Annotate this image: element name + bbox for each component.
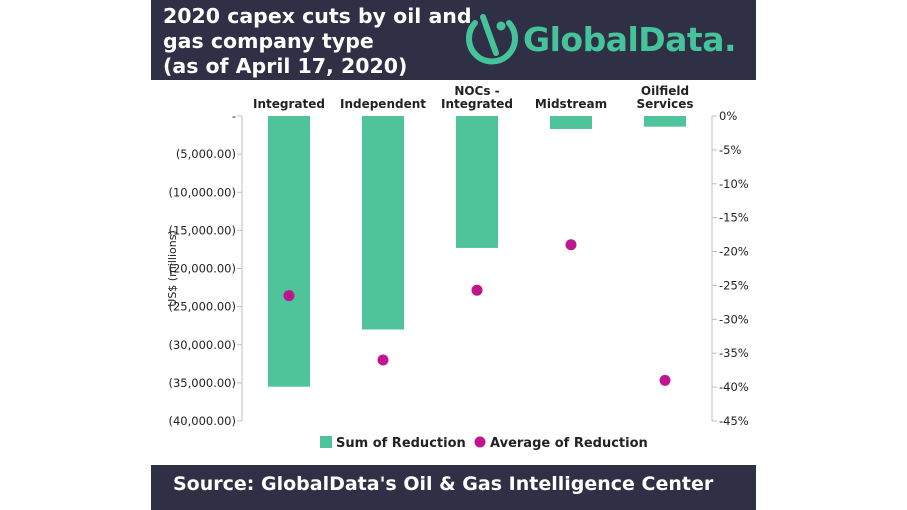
y-tick-label-right: -10% <box>719 177 749 191</box>
footer-banner: Source: GlobalData's Oil & Gas Intellige… <box>151 465 756 510</box>
y-tick-label-right: -15% <box>719 211 749 225</box>
y-tick-label-left: (15,000.00) <box>168 223 236 237</box>
point-average-of-reduction <box>471 284 483 296</box>
chart-title: 2020 capex cuts by oil and gas company t… <box>163 4 472 79</box>
category-label: Independent <box>340 97 426 111</box>
y-tick-label-right: -25% <box>719 278 749 292</box>
y-tick-label-left: (30,000.00) <box>168 338 236 352</box>
source-text: Source: GlobalData's Oil & Gas Intellige… <box>173 473 714 495</box>
chart-svg: - (5,000.00) (10,000.00) (15,000.00) (20,000… <box>166 84 749 451</box>
bar-sum-of-reduction <box>362 116 404 330</box>
y-tick-label-right: -40% <box>719 380 749 394</box>
bar-sum-of-reduction <box>550 116 592 129</box>
globaldata-logo-text: GlobalData. <box>523 20 737 59</box>
point-average-of-reduction <box>659 374 671 386</box>
bar-sum-of-reduction <box>268 116 310 387</box>
y-axis-label: US$ (millions) <box>166 230 179 306</box>
globaldata-logo-icon <box>466 14 518 65</box>
category-label: Midstream <box>535 97 607 111</box>
bar-sum-of-reduction <box>456 116 498 248</box>
point-average-of-reduction <box>283 290 295 302</box>
y-tick-label-left: - <box>232 109 236 123</box>
category-label: Integrated <box>253 97 325 111</box>
y-tick-label-left: (35,000.00) <box>168 376 236 390</box>
y-tick-label-right: -20% <box>719 245 749 259</box>
globaldata-logo: GlobalData. <box>463 11 753 69</box>
y-tick-label-left: (10,000.00) <box>168 185 236 199</box>
chart-title-line-2: gas company type <box>163 29 374 53</box>
y-tick-label-right: 0% <box>719 109 737 123</box>
chart-area: - (5,000.00) (10,000.00) (15,000.00) (20,000… <box>151 80 756 460</box>
legend-label-average-of-reduction: Average of Reduction <box>490 436 648 451</box>
legend-label-sum-of-reduction: Sum of Reduction <box>336 436 466 451</box>
category-label: Services <box>636 97 693 111</box>
category-label: Oilfield <box>641 84 689 98</box>
y-tick-label-right: -45% <box>719 414 749 428</box>
bar-sum-of-reduction <box>644 116 686 127</box>
y-tick-label-left: (25,000.00) <box>168 300 236 314</box>
y-tick-label-left: (20,000.00) <box>168 262 236 276</box>
y-tick-label-right: -35% <box>719 346 749 360</box>
y-tick-label-right: -5% <box>719 143 741 157</box>
header-banner: 2020 capex cuts by oil and gas company t… <box>151 0 756 80</box>
legend-swatch-sum-of-reduction <box>320 436 332 448</box>
legend-swatch-average-of-reduction <box>474 436 486 448</box>
point-average-of-reduction <box>565 239 577 251</box>
category-label: NOCs - <box>454 84 499 98</box>
chart-title-line-1: 2020 capex cuts by oil and <box>163 4 472 28</box>
chart-title-line-3: (as of April 17, 2020) <box>163 54 408 78</box>
category-label: Integrated <box>441 97 513 111</box>
y-tick-label-right: -30% <box>719 312 749 326</box>
point-average-of-reduction <box>377 354 389 366</box>
y-tick-label-left: (5,000.00) <box>176 147 236 161</box>
y-tick-label-left: (40,000.00) <box>168 414 236 428</box>
